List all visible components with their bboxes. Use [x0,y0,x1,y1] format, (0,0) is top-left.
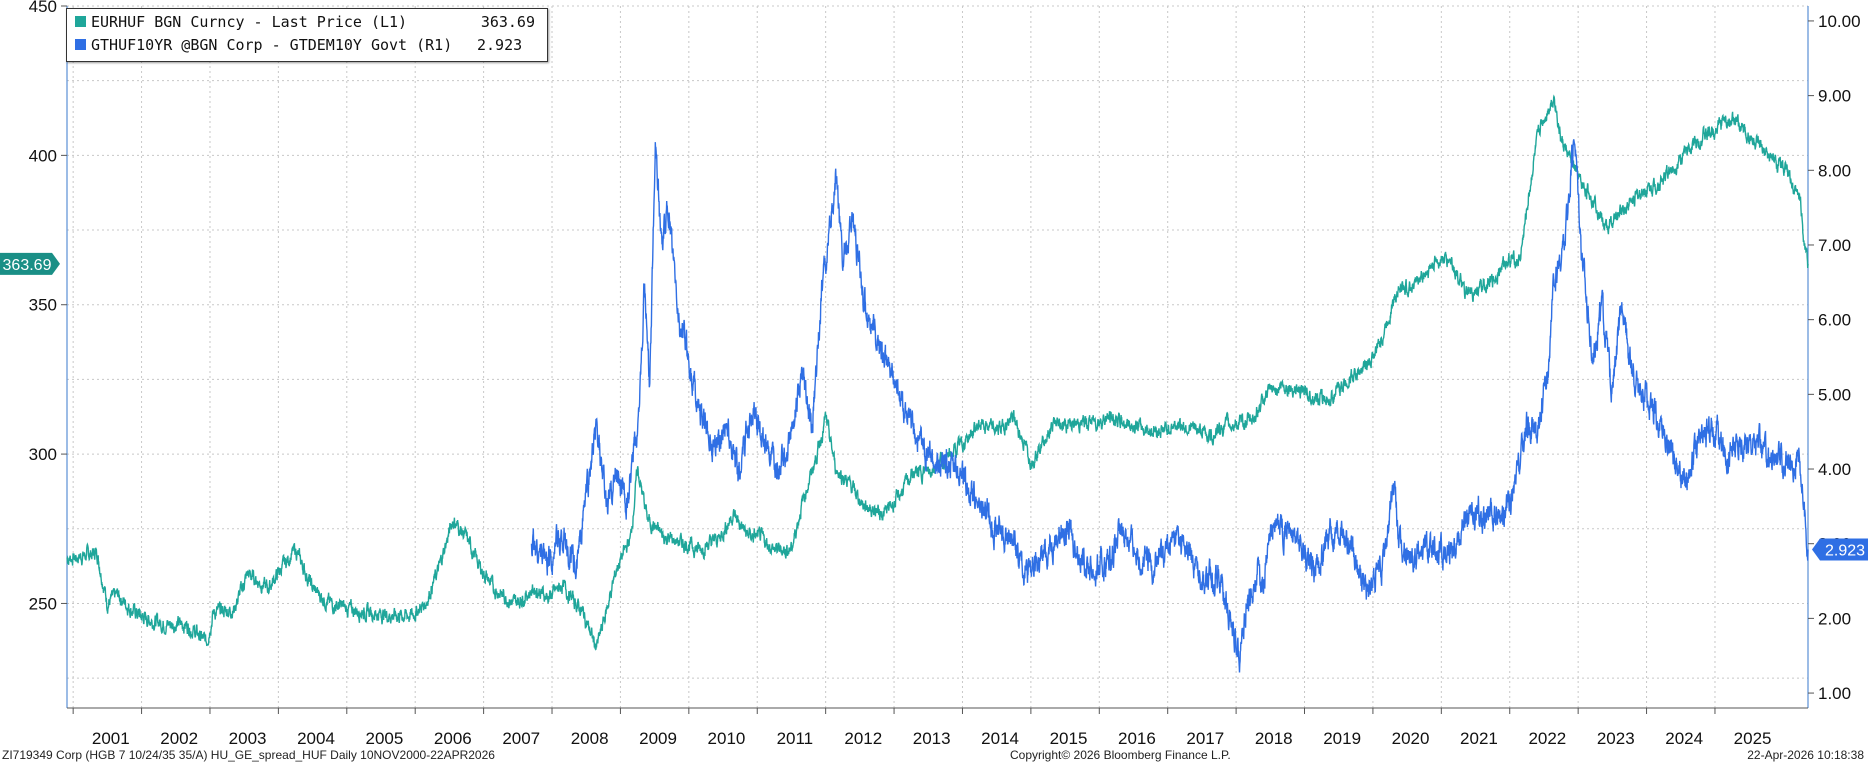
x-tick-label: 2007 [502,729,540,748]
right-tick-label: 10.00 [1818,12,1861,31]
x-tick-label: 2001 [92,729,130,748]
legend-label-eurhuf: EURHUF BGN Curncy - Last Price (L1) [91,13,408,31]
x-tick-label: 2014 [981,729,1019,748]
x-tick-label: 2017 [1186,729,1224,748]
x-tick-label: 2021 [1460,729,1498,748]
right-tick-label: 5.00 [1818,385,1851,404]
x-tick-label: 2013 [913,729,951,748]
x-tick-label: 2016 [1118,729,1156,748]
x-tick-label: 2010 [708,729,746,748]
legend-label-spread: GTHUF10YR @BGN Corp - GTDEM10Y Govt (R1) [91,36,453,54]
legend-swatch-spread [75,39,86,50]
legend: EURHUF BGN Curncy - Last Price (L1) 363.… [66,8,548,62]
series-lines [66,94,1809,673]
footer-timestamp: 22-Apr-2026 10:18:38 [1747,748,1864,762]
x-tick-label: 2009 [639,729,677,748]
x-tick-label: 2024 [1665,729,1703,748]
grid-lines [67,5,1808,708]
left-tick-label: 450 [29,0,57,16]
x-tick-label: 2015 [1050,729,1088,748]
x-tick-label: 2019 [1323,729,1361,748]
last-value-label-spread: 2.923 [1825,542,1865,559]
legend-value-eurhuf: 363.69 [480,13,535,31]
left-tick-label: 400 [29,146,57,165]
left-tick-label: 300 [29,445,57,464]
x-tick-label: 2003 [229,729,267,748]
x-tick-label: 2005 [366,729,404,748]
right-tick-label: 7.00 [1818,236,1851,255]
x-tick-label: 2022 [1528,729,1566,748]
legend-entry-eurhuf[interactable]: EURHUF BGN Curncy - Last Price (L1) 363.… [75,11,535,33]
x-tick-label: 2018 [1255,729,1293,748]
x-tick-label: 2002 [160,729,198,748]
last-value-badge-eurhuf [0,252,60,275]
axes [61,5,1814,714]
right-tick-label: 2.00 [1818,609,1851,628]
last-value-badges: 363.69 2.923 [0,252,1868,561]
footer-security-info: ZI719349 Corp (HGB 7 10/24/35 35/A) HU_G… [2,748,495,762]
right-tick-label: 6.00 [1818,311,1851,330]
x-tick-label: 2020 [1392,729,1430,748]
left-tick-label: 250 [29,594,57,613]
x-tick-label: 2008 [571,729,609,748]
right-tick-label: 8.00 [1818,161,1851,180]
footer-copyright: Copyright© 2026 Bloomberg Finance L.P. [1010,748,1231,762]
last-value-label-eurhuf: 363.69 [3,257,52,274]
right-tick-label: 4.00 [1818,460,1851,479]
left-tick-label: 350 [29,296,57,315]
legend-entry-spread[interactable]: GTHUF10YR @BGN Corp - GTDEM10Y Govt (R1)… [75,34,535,56]
last-value-badge-spread [1812,538,1868,561]
tick-labels: 2001 2002 2003 2004 2005 2006 2007 2008 2009 2010… [29,0,1861,748]
x-tick-label: 2004 [297,729,335,748]
x-tick-label: 2023 [1597,729,1635,748]
series-line-spread [530,139,1809,673]
x-tick-label: 2006 [434,729,472,748]
right-tick-label: 1.00 [1818,684,1851,703]
x-tick-label: 2012 [844,729,882,748]
legend-swatch-eurhuf [75,16,86,27]
x-tick-label: 2025 [1734,729,1772,748]
x-tick-label: 2011 [777,729,814,748]
legend-value-spread: 2.923 [477,36,523,54]
right-tick-label: 9.00 [1818,87,1851,106]
